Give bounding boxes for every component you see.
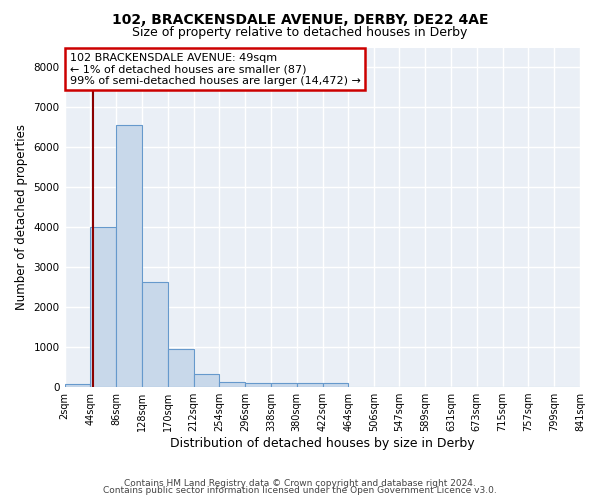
Text: Size of property relative to detached houses in Derby: Size of property relative to detached ho… bbox=[133, 26, 467, 39]
Y-axis label: Number of detached properties: Number of detached properties bbox=[15, 124, 28, 310]
Bar bbox=[65, 384, 91, 387]
X-axis label: Distribution of detached houses by size in Derby: Distribution of detached houses by size … bbox=[170, 437, 475, 450]
Bar bbox=[323, 384, 349, 387]
Text: 102, BRACKENSDALE AVENUE, DERBY, DE22 4AE: 102, BRACKENSDALE AVENUE, DERBY, DE22 4A… bbox=[112, 12, 488, 26]
Text: Contains public sector information licensed under the Open Government Licence v3: Contains public sector information licen… bbox=[103, 486, 497, 495]
Bar bbox=[91, 228, 116, 387]
Text: 102 BRACKENSDALE AVENUE: 49sqm
← 1% of detached houses are smaller (87)
99% of s: 102 BRACKENSDALE AVENUE: 49sqm ← 1% of d… bbox=[70, 52, 361, 86]
Bar bbox=[245, 383, 271, 387]
Bar bbox=[220, 382, 245, 387]
Text: Contains HM Land Registry data © Crown copyright and database right 2024.: Contains HM Land Registry data © Crown c… bbox=[124, 478, 476, 488]
Bar bbox=[142, 282, 168, 387]
Bar bbox=[116, 126, 142, 387]
Bar bbox=[297, 383, 323, 387]
Bar bbox=[271, 384, 297, 387]
Bar bbox=[168, 348, 194, 387]
Bar bbox=[194, 374, 220, 387]
